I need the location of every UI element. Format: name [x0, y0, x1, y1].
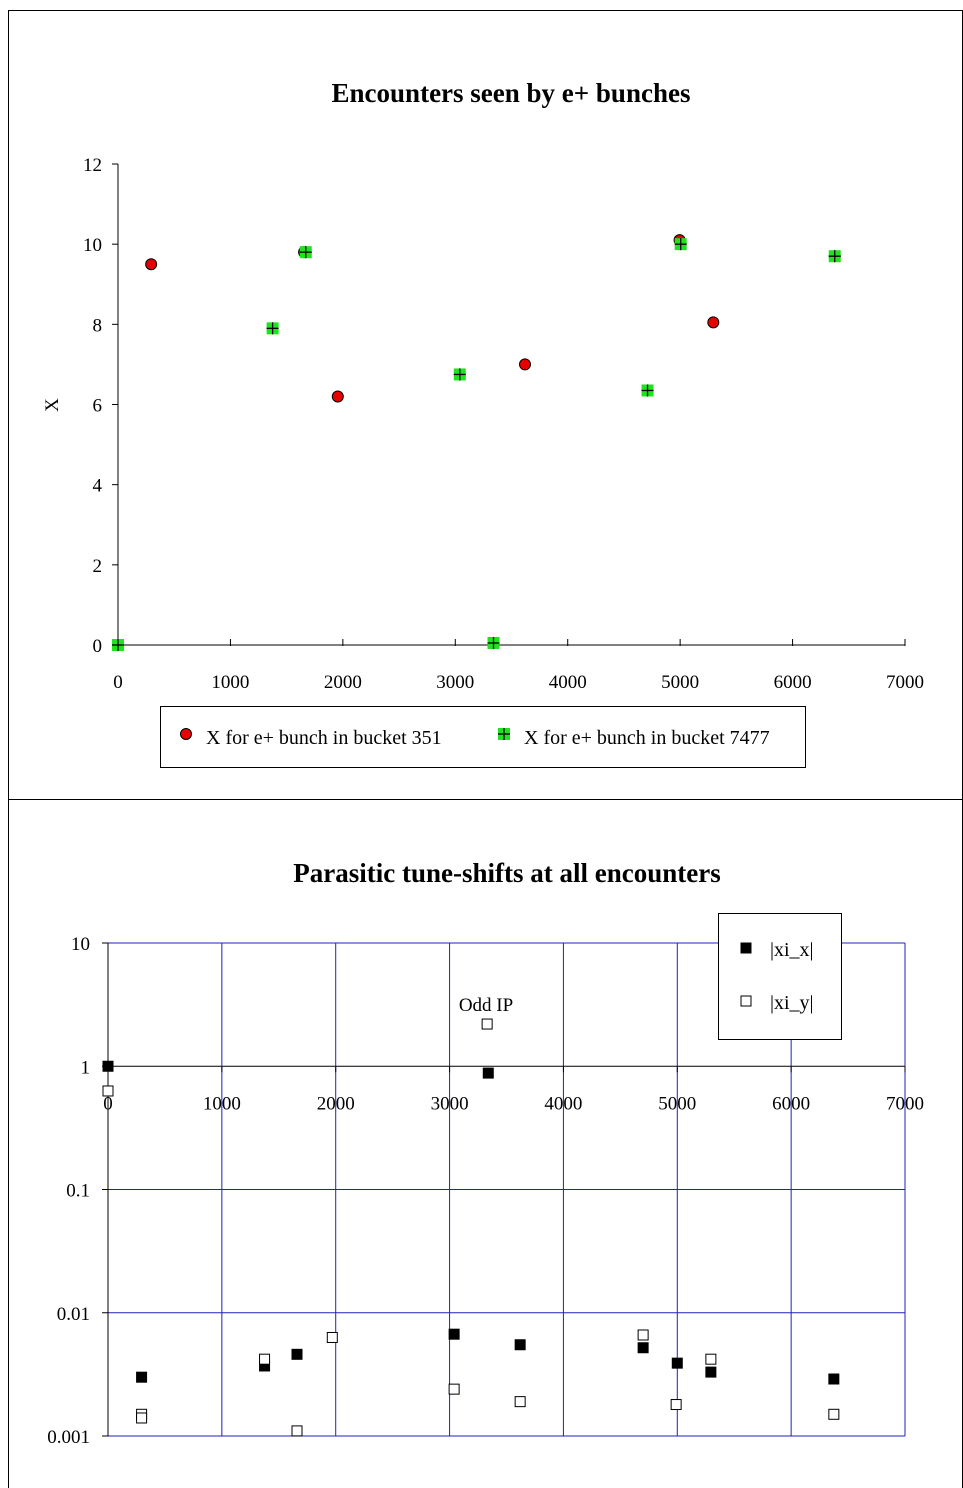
- chart1-legend: X for e+ bunch in bucket 351 X for e+ bun…: [160, 706, 806, 768]
- chart2-point-xi-y: [291, 1425, 303, 1437]
- chart2-x-tick-label: 4000: [544, 1093, 582, 1114]
- chart1-y-tick-label: 0: [93, 636, 103, 657]
- panel-top-border: [8, 10, 963, 800]
- chart1-x-tick-label: 5000: [661, 672, 699, 693]
- chart1-x-tick-label: 4000: [549, 672, 587, 693]
- chart2-point-xi-y: [102, 1085, 114, 1097]
- panel-bottom-border: [8, 799, 963, 1488]
- chart2-y-tick-label: 0.01: [57, 1304, 90, 1325]
- chart1-x-tick-label: 6000: [774, 672, 812, 693]
- chart1-y-tick-label: 6: [93, 396, 103, 417]
- chart2-point-xi-y: [136, 1412, 148, 1424]
- chart1-legend-label-1: X for e+ bunch in bucket 7477: [524, 727, 770, 749]
- chart2-x-tick-label: 0: [103, 1093, 113, 1114]
- chart2-point-xi-y: [259, 1353, 271, 1365]
- chart2-y-tick-label: 10: [71, 934, 90, 955]
- chart2-legend-box: [718, 913, 842, 1040]
- chart2-point-xi-x: [102, 1060, 114, 1072]
- chart2-legend-marker-0: [740, 942, 752, 954]
- chart2-y-tick-label: 0.1: [66, 1181, 90, 1202]
- chart2-x-tick-label: 7000: [886, 1093, 924, 1114]
- chart1-y-tick-label: 12: [83, 155, 102, 176]
- chart1-point-bucket-7477: [828, 250, 841, 263]
- chart2-point-xi-x: [705, 1366, 717, 1378]
- chart2-point-xi-y: [514, 1396, 526, 1408]
- chart1-y-tick-label: 10: [83, 235, 102, 256]
- chart1-point-bucket-7477: [674, 238, 687, 251]
- chart2-x-tick-label: 6000: [772, 1093, 810, 1114]
- chart2-x-tick-label: 5000: [658, 1093, 696, 1114]
- chart2-point-xi-y: [828, 1408, 840, 1420]
- chart2-point-xi-y: [326, 1331, 338, 1343]
- chart2-x-tick-label: 2000: [317, 1093, 355, 1114]
- chart1-x-tick-label: 7000: [886, 672, 924, 693]
- chart2-point-xi-x: [828, 1373, 840, 1385]
- chart1-point-bucket-7477: [487, 636, 500, 649]
- chart2-legend: |xi_x| |xi_y|: [718, 913, 842, 1040]
- chart1-x-tick-label: 2000: [324, 672, 362, 693]
- chart1-x-tick-label: 3000: [436, 672, 474, 693]
- chart1-x-tick-label: 0: [113, 672, 123, 693]
- chart2-legend-label-0: |xi_x|: [770, 939, 814, 961]
- chart2-annotation-odd-ip: Odd IP: [459, 995, 513, 1016]
- chart2-x-tick-label: 1000: [203, 1093, 241, 1114]
- chart2-title: Parasitic tune-shifts at all encounters: [293, 858, 720, 888]
- chart1-point-bucket-7477: [266, 322, 279, 335]
- chart1-title: Encounters seen by e+ bunches: [332, 78, 691, 108]
- chart-encounters: Encounters seen by e+ bunches X 0 2 4 6 8 10 1…: [42, 78, 924, 768]
- chart1-point-bucket-351: [518, 358, 531, 371]
- chart1-legend-marker-1: [498, 728, 510, 740]
- chart-tune-shifts: Parasitic tune-shifts at all encounters …: [47, 858, 924, 1448]
- chart1-y-axis-label: X: [42, 398, 63, 412]
- chart2-y-tick-label: 0.001: [47, 1427, 90, 1448]
- chart1-point-bucket-7477: [112, 639, 124, 651]
- chart2-point-xi-y: [670, 1399, 682, 1411]
- chart1-legend-marker-0: [180, 728, 192, 740]
- chart2-point-xi-y: [637, 1329, 649, 1341]
- chart1-legend-box: [160, 706, 806, 768]
- chart1-y-tick-label: 4: [93, 476, 103, 497]
- chart2-point-xi-x: [291, 1348, 303, 1360]
- chart1-legend-label-0: X for e+ bunch in bucket 351: [206, 727, 442, 749]
- chart1-y-tick-label: 2: [93, 556, 103, 577]
- chart2-point-xi-x: [482, 1067, 494, 1079]
- chart1-point-bucket-7477: [641, 384, 654, 397]
- chart2-point-xi-x: [671, 1357, 683, 1369]
- chart2-x-tick-label: 3000: [431, 1093, 469, 1114]
- chart2-legend-marker-1: [740, 995, 752, 1007]
- chart1-point-bucket-351: [331, 390, 344, 403]
- chart2-y-tick-label: 1: [81, 1057, 91, 1078]
- chart2-point-xi-y: [705, 1353, 717, 1365]
- chart2-legend-label-1: |xi_y|: [770, 992, 814, 1014]
- chart2-point-xi-x: [136, 1371, 148, 1383]
- chart1-y-tick-label: 8: [93, 315, 103, 336]
- chart1-point-bucket-351: [145, 258, 158, 271]
- chart1-point-bucket-7477: [453, 368, 466, 381]
- chart2-point-xi-y: [448, 1383, 460, 1395]
- chart2-point-xi-y: [481, 1018, 493, 1030]
- chart2-point-xi-x: [637, 1342, 649, 1354]
- chart1-point-bucket-7477: [299, 246, 312, 259]
- chart2-point-xi-x: [514, 1339, 526, 1351]
- chart1-x-tick-label: 1000: [211, 672, 249, 693]
- chart1-point-bucket-351: [707, 316, 720, 329]
- chart2-point-xi-x: [448, 1328, 460, 1340]
